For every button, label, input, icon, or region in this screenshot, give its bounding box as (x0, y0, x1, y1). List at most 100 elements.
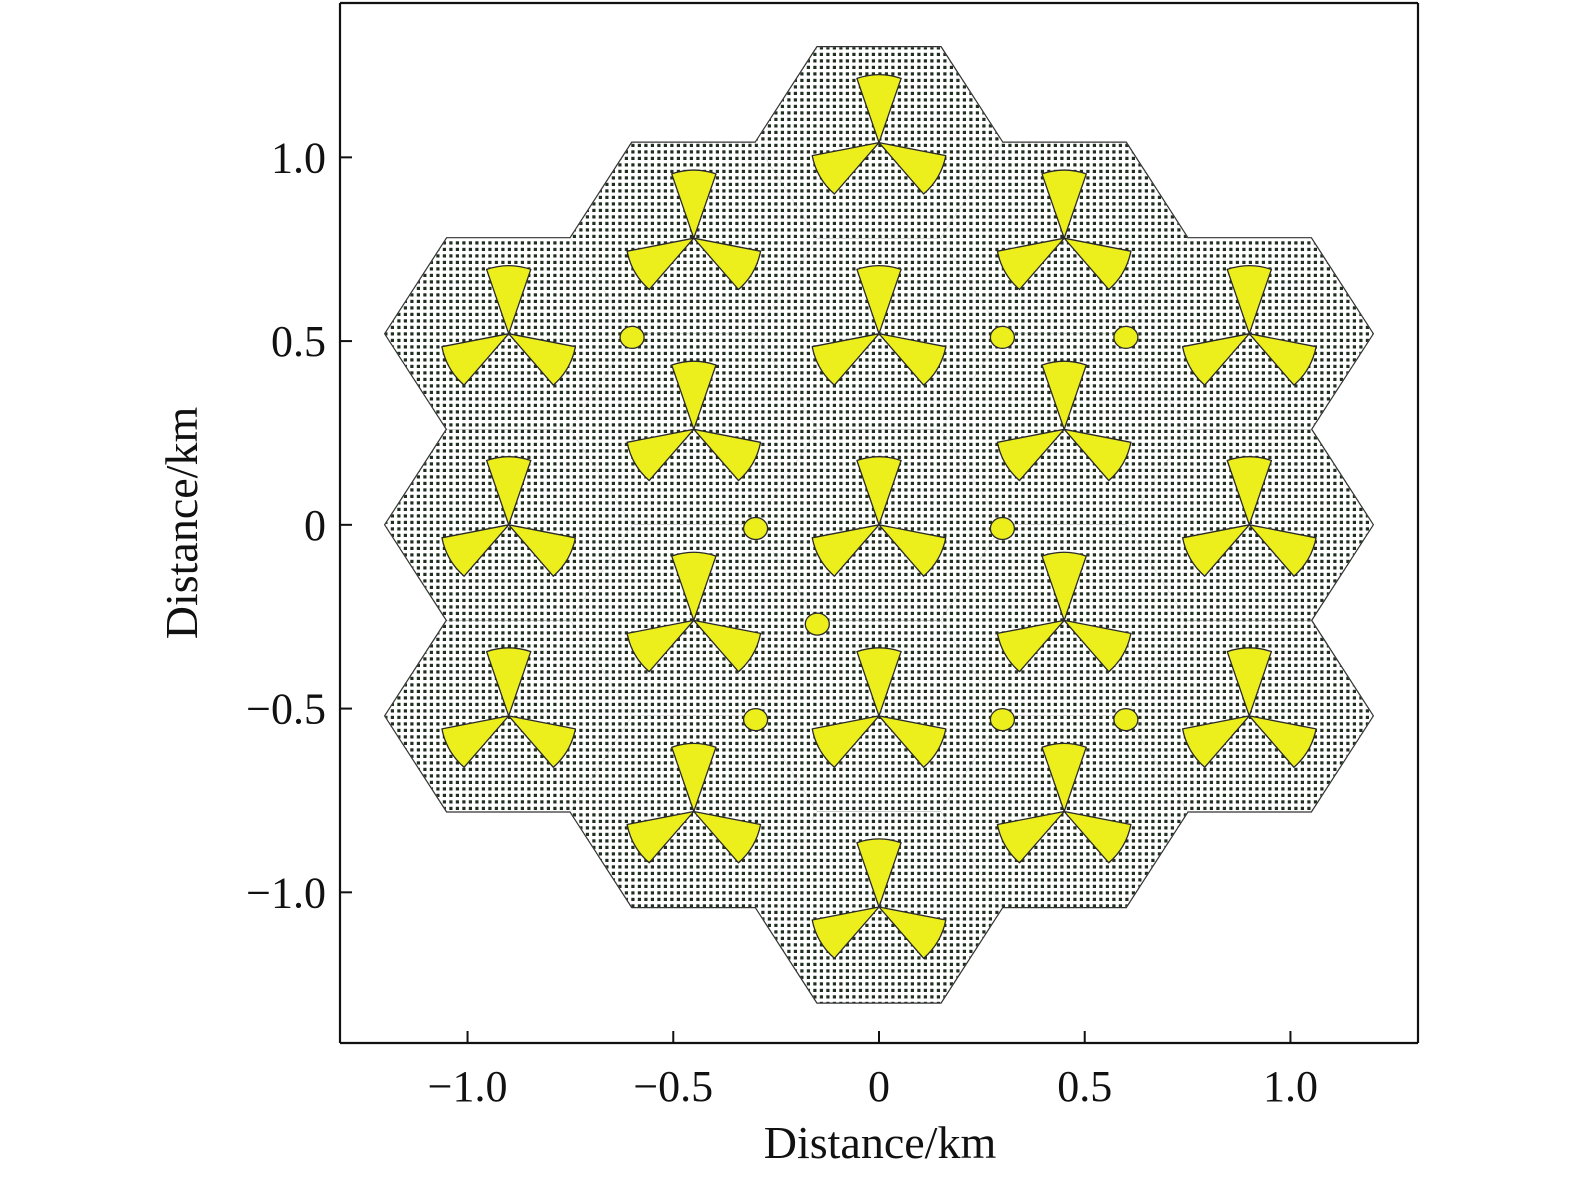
x-axis-label: Distance/km (764, 1117, 997, 1168)
sectored-site (626, 360, 762, 482)
antenna-sector (811, 524, 880, 577)
antenna-sector (1248, 715, 1317, 768)
antenna-sector (626, 619, 695, 673)
antenna-sector (878, 524, 947, 577)
antenna-sector (693, 428, 762, 482)
sectored-site (811, 456, 947, 577)
antenna-sector (508, 524, 577, 577)
y-tick-label: 0.5 (271, 317, 326, 366)
site-markers (441, 74, 1317, 959)
antenna-sector (693, 619, 762, 673)
antenna-sector (856, 838, 902, 908)
sectored-site (996, 742, 1132, 864)
antenna-sector (1248, 524, 1317, 577)
antenna-sector (811, 906, 880, 959)
omni-site (989, 516, 1016, 541)
antenna-sector (508, 333, 577, 386)
y-tick-label: −0.5 (246, 685, 326, 734)
antenna-sector (856, 74, 902, 144)
antenna-sector (1181, 524, 1250, 577)
sectored-site (811, 265, 947, 386)
antenna-sector (508, 715, 577, 768)
sectored-site (811, 74, 947, 195)
antenna-sector (485, 456, 532, 526)
sectored-site (626, 551, 762, 673)
antenna-sector (671, 360, 717, 430)
antenna-sector (878, 333, 947, 386)
antenna-sector (811, 333, 880, 386)
antenna-sector (671, 169, 717, 239)
x-tick-label: −1.0 (428, 1062, 508, 1111)
antenna-sector (441, 524, 510, 577)
antenna-sector (671, 742, 717, 813)
omni-site (804, 612, 830, 636)
omni-site (989, 707, 1016, 732)
antenna-sector (441, 715, 510, 768)
antenna-sector (996, 237, 1065, 291)
antenna-sector (856, 647, 902, 717)
antenna-sector (811, 715, 880, 768)
antenna-sector (856, 456, 902, 526)
sectored-site (811, 838, 947, 959)
sectored-site (626, 742, 762, 864)
antenna-sector (485, 265, 532, 335)
omni-site (989, 325, 1016, 350)
antenna-sector (1226, 265, 1273, 335)
antenna-sector (1063, 237, 1132, 291)
antenna-sector (1041, 551, 1087, 622)
antenna-sector (1041, 360, 1087, 430)
coverage-area (383, 46, 1375, 1004)
antenna-sector (1063, 428, 1132, 482)
antenna-sector (811, 141, 880, 195)
sectored-site (996, 360, 1132, 482)
x-tick-label: 0.5 (1057, 1062, 1112, 1111)
sectored-site (626, 169, 762, 291)
antenna-sector (1248, 333, 1317, 386)
antenna-sector (671, 551, 717, 622)
antenna-sector (1181, 333, 1250, 386)
sectored-site (996, 169, 1132, 291)
sectored-site (996, 551, 1132, 673)
antenna-sector (485, 647, 532, 717)
sectored-site (441, 265, 577, 386)
sectored-site (441, 647, 577, 768)
sectored-site (1181, 647, 1317, 768)
antenna-sector (626, 237, 695, 291)
sectored-site (441, 456, 577, 577)
antenna-sector (626, 810, 695, 864)
x-tick-label: 1.0 (1263, 1062, 1318, 1111)
antenna-sector (878, 906, 947, 959)
antenna-sector (996, 619, 1065, 673)
antenna-sector (856, 265, 902, 335)
antenna-sector (1063, 810, 1132, 864)
antenna-sector (626, 428, 695, 482)
sectored-site (811, 647, 947, 768)
antenna-sector (1041, 169, 1087, 239)
sectored-site (1181, 456, 1317, 577)
y-tick-label: 1.0 (271, 133, 326, 182)
antenna-sector (996, 428, 1065, 482)
omni-site (742, 516, 769, 541)
antenna-sector (693, 237, 762, 291)
sectored-site (1181, 265, 1317, 386)
antenna-sector (1226, 647, 1273, 717)
omni-site (742, 707, 769, 732)
y-axis-label: Distance/km (156, 407, 207, 640)
antenna-sector (996, 810, 1065, 864)
antenna-sector (878, 141, 947, 195)
y-tick-label: −1.0 (246, 868, 326, 917)
axes: −1.0 −0.5 0 0.5 1.0 1.0 0.5 0 −0.5 −1.0 (246, 1, 1420, 1111)
y-tick-label: 0 (304, 501, 326, 550)
antenna-sector (1181, 715, 1250, 768)
omni-site (1113, 325, 1139, 350)
antenna-sector (1041, 742, 1087, 813)
x-tick-label: −0.5 (633, 1062, 713, 1111)
antenna-sector (693, 810, 762, 864)
x-tick-label: 0 (868, 1062, 890, 1111)
omni-site (619, 325, 645, 350)
antenna-sector (441, 333, 510, 386)
antenna-sector (1063, 619, 1132, 673)
antenna-sector (1226, 456, 1273, 526)
antenna-sector (878, 715, 947, 768)
